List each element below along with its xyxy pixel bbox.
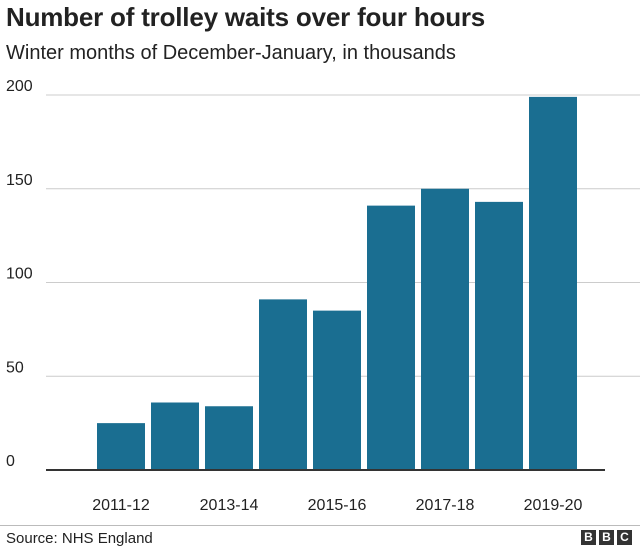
y-tick-label: 100 (6, 266, 33, 283)
bar-chart: 0 50 100 150 200 2011-12 2013-14 2015-16 2017-18… (6, 78, 640, 514)
y-tick-label: 0 (6, 453, 15, 470)
bar-2016-17 (367, 205, 415, 470)
x-tick-label: 2019-20 (524, 497, 583, 514)
bar-2019-20 (529, 96, 577, 470)
bar-2018-19 (475, 201, 523, 470)
x-tick-label: 2015-16 (308, 497, 367, 514)
logo-letter-b2: B (599, 530, 614, 545)
bar-2014-15 (259, 299, 307, 470)
source-note: Source: NHS England (6, 530, 153, 547)
bar-2017-18 (421, 188, 469, 470)
bar-2013-14 (205, 406, 253, 470)
bar-2015-16 (313, 310, 361, 470)
y-tick-label: 200 (6, 78, 33, 95)
chart-subtitle: Winter months of December-January, in th… (6, 42, 456, 64)
logo-letter-b1: B (581, 530, 596, 545)
x-tick-label: 2017-18 (416, 497, 475, 514)
x-tick-label: 2013-14 (200, 497, 259, 514)
chart-title: Number of trolley waits over four hours (6, 2, 486, 32)
bbc-logo: B B C (581, 530, 632, 545)
y-tick-label: 150 (6, 172, 33, 189)
y-tick-label: 50 (6, 359, 24, 376)
footer-divider (0, 525, 640, 526)
logo-letter-c: C (617, 530, 632, 545)
bar-2012-13 (151, 402, 199, 470)
x-tick-label: 2011-12 (92, 497, 150, 514)
bar-2011-12 (97, 423, 145, 470)
